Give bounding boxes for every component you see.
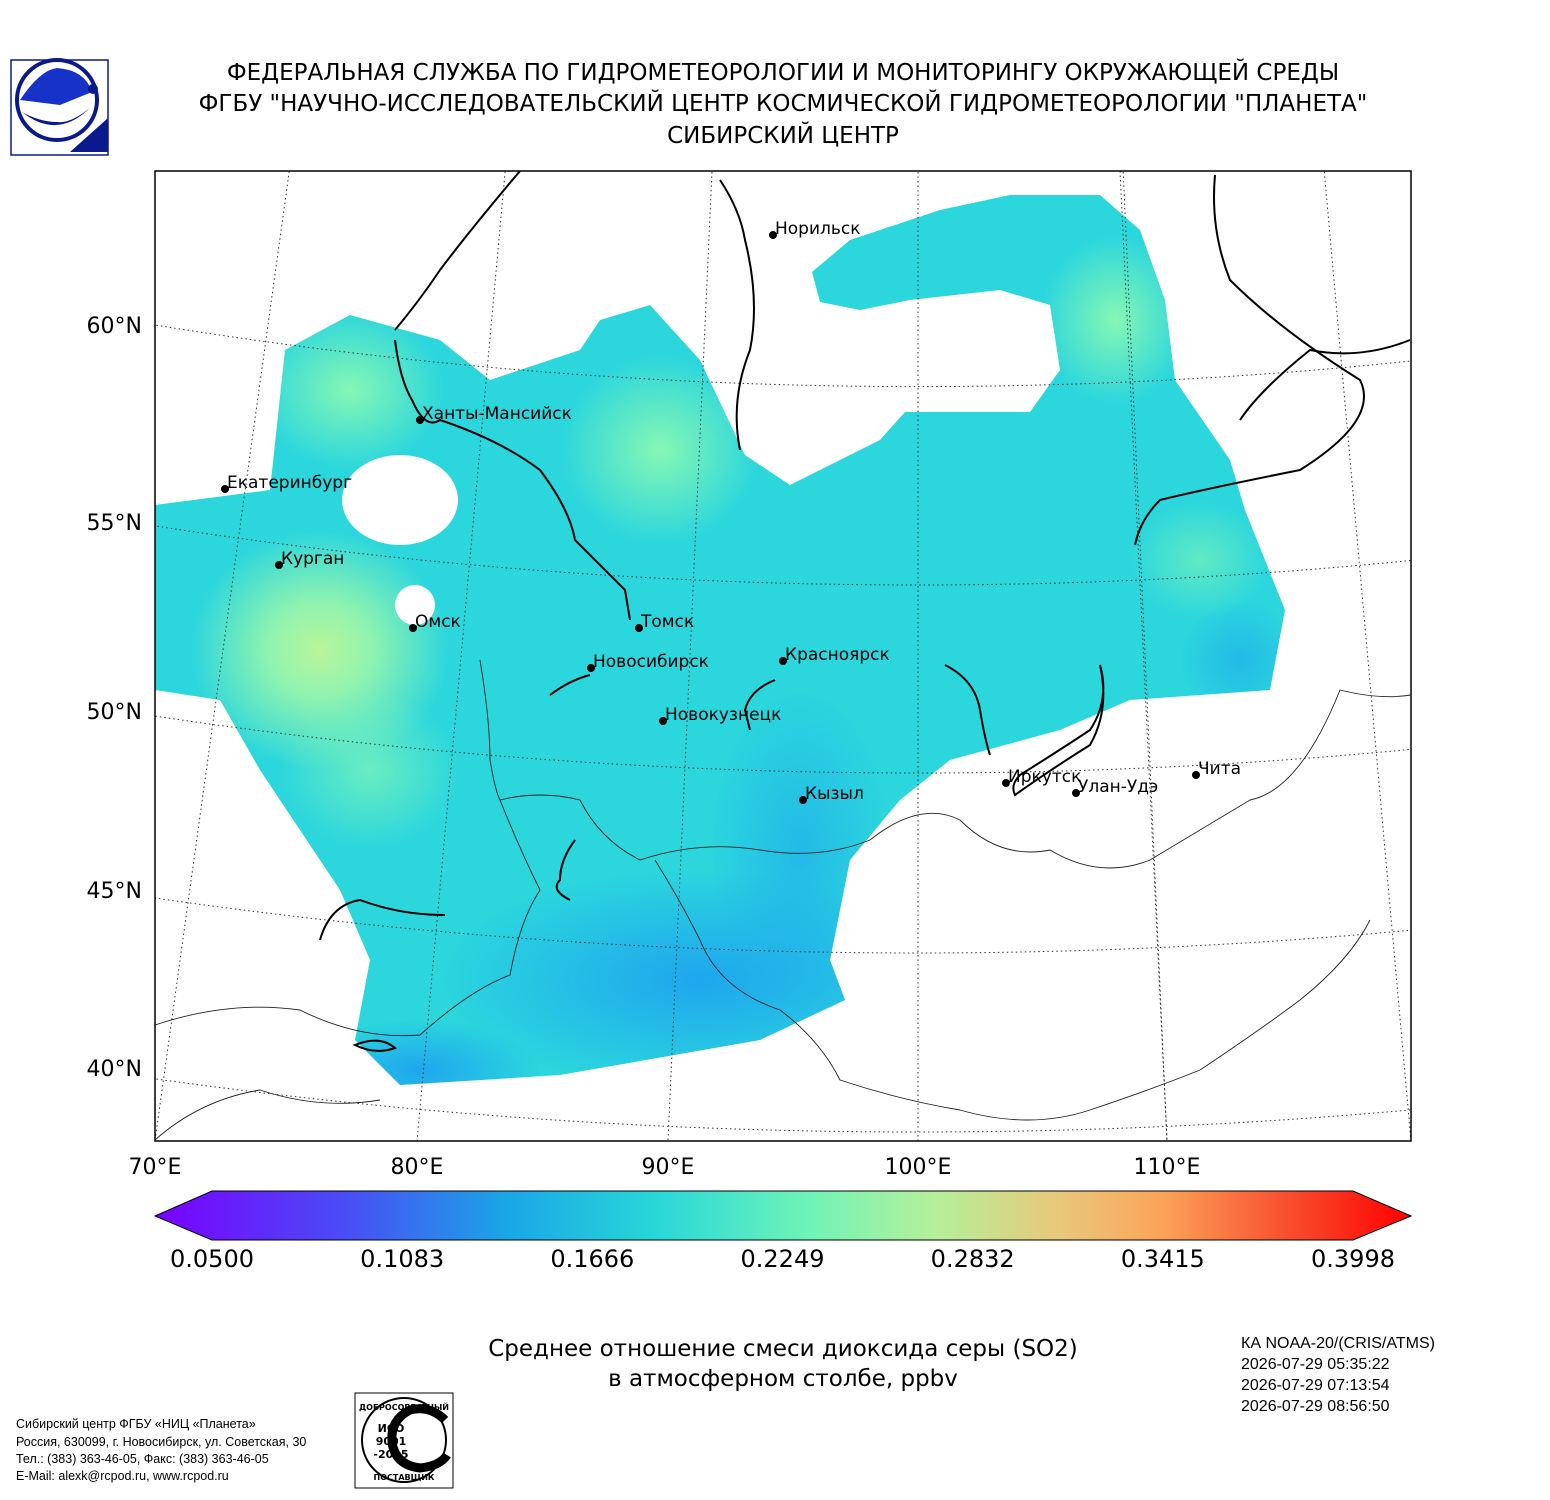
city-dot [799,796,807,804]
lon-label: 70°E [129,1155,182,1180]
lat-label: 55°N [87,511,142,536]
footer-line: E-Mail: alexk@rcpod.ru, www.rcpod.ru [16,1469,229,1483]
city-dot [1002,779,1010,787]
city-label: Екатеринбург [227,473,352,493]
graticule [0,100,1411,1300]
iso-badge: ДОБРОСОВЕСТНЫЙ ИСО 9001 -2015 ПОСТАВЩИК [354,1392,454,1489]
colorbar [153,1190,1413,1241]
coast [319,898,446,941]
meridian [0,100,92,1300]
river [944,664,991,756]
city-label: Новосибирск [593,652,709,672]
satellite-line: 2026-07-29 08:56:50 [1241,1398,1390,1415]
river [719,179,755,451]
cities: Норильск Ханты-Мансийск Екатеринбург Курган… [221,219,1241,804]
lake [555,839,576,901]
city-label: Новокузнецк [665,705,781,725]
lon-label: 110°E [1134,1155,1201,1180]
border [479,659,501,801]
footer-line: Тел.: (383) 363-46-05, Факс: (383) 363-4… [16,1452,269,1466]
city-label: Кызыл [805,784,864,804]
river [549,674,591,696]
city-dot [659,717,667,725]
lat-label: 40°N [87,1057,142,1082]
city-dot [275,561,283,569]
caption-line: в атмосферном столбе, ppbv [608,1366,958,1392]
city-label: Норильск [775,219,861,239]
city-dot [635,624,643,632]
satellite-line: КА NOAA-20/(CRIS/ATMS) [1241,1335,1435,1352]
city-dot [409,624,417,632]
city-label: Иркутск [1008,767,1081,787]
city-label: Красноярск [785,645,890,665]
colorbar-tick-label: 0.1666 [550,1245,634,1273]
meridian [1323,171,1411,1141]
colorbar-ticks: 0.0500 0.1083 0.1666 0.2249 0.2832 0.3415 0.39… [170,1245,1395,1273]
border [155,859,1371,1141]
lake [1012,664,1105,797]
colorbar-tick-label: 0.3415 [1121,1245,1205,1273]
river [743,679,776,731]
satellite-line: 2026-07-29 05:35:22 [1241,1356,1390,1373]
logo [10,58,109,156]
city-dot [416,416,424,424]
border [155,689,1411,1037]
colorbar-tick-label: 0.1083 [360,1245,444,1273]
iso-top: ДОБРОСОВЕСТНЫЙ [359,1401,449,1412]
iso-line: 9001 [376,1435,407,1448]
lake [352,1039,397,1052]
city-label: Чита [1198,759,1241,779]
river [1239,339,1411,421]
footer-line: Россия, 630099, г. Новосибирск, ул. Сове… [16,1435,306,1449]
lat-label: 50°N [87,700,142,725]
satellite-line: 2026-07-29 07:13:54 [1241,1377,1390,1394]
lon-label: 100°E [885,1155,952,1180]
city-label: Ханты-Мансийск [422,404,572,424]
city-dot [1072,789,1080,797]
river [394,171,521,331]
map-frame [154,170,1412,1142]
city-dot [1192,771,1200,779]
colorbar-tick-label: 0.3998 [1311,1245,1395,1273]
river [1134,174,1365,546]
colorbar-tick-label: 0.2249 [741,1245,825,1273]
header-line: ФЕДЕРАЛЬНАЯ СЛУЖБА ПО ГИДРОМЕТЕОРОЛОГИИ … [227,58,1339,86]
city-dot [779,657,787,665]
header-line: СИБИРСКИЙ ЦЕНТР [667,121,899,149]
lon-label: 80°E [391,1155,444,1180]
city-label: Томск [640,612,694,632]
city-dot [587,664,595,672]
city-label: Улан-Удэ [1078,777,1158,797]
so2-field [155,195,1285,1085]
iso-line: -2015 [373,1448,408,1461]
lat-label: 45°N [87,879,142,904]
footer-line: Сибирский центр ФГБУ «НИЦ «Планета» [16,1417,256,1431]
map-area [0,100,1411,1300]
iso-line: ИСО [378,1422,405,1435]
lat-label: 60°N [87,314,142,339]
iso-bottom: ПОСТАВЩИК [374,1473,435,1482]
city-label: Курган [281,549,344,569]
header-line: ФГБУ "НАУЧНО-ИССЛЕДОВАТЕЛЬСКИЙ ЦЕНТР КОС… [199,89,1368,117]
city-dot [769,231,777,239]
caption-line: Среднее отношение смеси диоксида серы (S… [488,1336,1078,1362]
meridian [416,171,506,1141]
parallel [155,323,1411,386]
city-dot [221,485,229,493]
colorbar-tick-label: 0.0500 [170,1245,254,1273]
colorbar-tick-label: 0.2832 [931,1245,1015,1273]
lon-label: 90°E [642,1155,695,1180]
river [394,339,631,621]
city-label: Омск [415,612,461,632]
